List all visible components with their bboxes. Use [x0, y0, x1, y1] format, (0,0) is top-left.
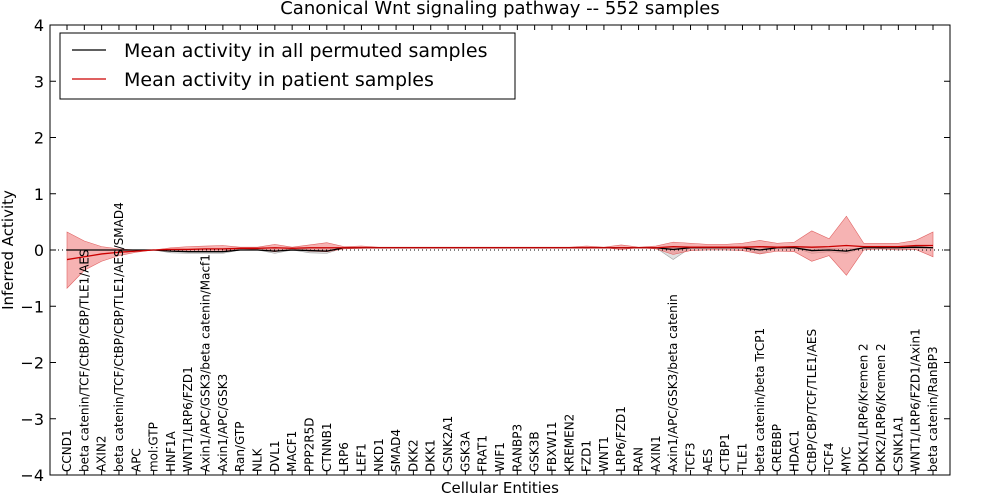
x-tick-label: WNT1/LRP6/FZD1/Axin1: [909, 328, 923, 472]
x-tick-label: NLK: [251, 447, 265, 472]
x-tick-label: beta catenin/RanBP3: [926, 346, 940, 472]
x-tick-label: AES: [701, 449, 715, 472]
x-tick-label: CtBP/CBP/TCF/TLE1/AES: [805, 329, 819, 472]
y-tick-label: 0: [34, 241, 44, 260]
series-lines: [66, 244, 934, 261]
x-tick-label: TLE1: [735, 443, 749, 473]
y-tick-label: 4: [34, 16, 44, 35]
y-axis-title: Inferred Activity: [0, 190, 17, 310]
legend-label-permuted: Mean activity in all permuted samples: [124, 40, 487, 62]
x-tick-label: CTBP1: [718, 433, 732, 472]
x-tick-label: WIF1: [493, 442, 507, 472]
x-tick-label: GSK3A: [458, 431, 472, 472]
x-tick-label: RAN: [632, 447, 646, 472]
x-tick-label: TCF4: [822, 442, 836, 473]
x-tick-label: beta catenin/TCF/CtBP/CBP/TLE1/AES/SMAD4: [112, 202, 126, 472]
x-tick-label: DKK2/LRP6/Kremen 2: [874, 343, 888, 472]
x-tick-label: MYC: [839, 447, 853, 472]
x-tick-label: CREBBP: [770, 424, 784, 472]
x-axis: CCND1 beta catenin/TCF/CtBP/CBP/TLE1/AES A…: [60, 25, 940, 475]
x-tick-label: AXIN2: [95, 435, 109, 472]
x-tick-label: Axin1/APC/GSK3/beta catenin: [666, 294, 680, 472]
x-tick-label: HDAC1: [787, 430, 801, 472]
legend-box: [59, 32, 516, 100]
x-tick-label: WNT1/LRP6/FZD1: [181, 366, 195, 472]
x-tick-label: PPP2R5D: [302, 417, 316, 472]
x-tick-label: beta catenin/TCF/CtBP/CBP/TLE1/AES: [77, 249, 91, 472]
y-axis: −4 −3 −2 −1 0 1 2 3 4: [20, 16, 950, 485]
x-tick-label: Ran/GTP: [233, 421, 247, 472]
x-tick-label: CSNK1A1: [891, 416, 905, 472]
x-tick-label: beta catenin/beta TrCP1: [753, 328, 767, 472]
x-tick-label: WNT1: [597, 436, 611, 472]
band-patient: [66, 215, 934, 289]
x-tick-label: CSNK2A1: [441, 416, 455, 472]
x-tick-label: APC: [129, 448, 143, 472]
x-tick-label: Axin1/APC/GSK3: [216, 374, 230, 472]
legend: Mean activity in all permuted samples Me…: [59, 32, 516, 100]
x-tick-label: LRP6/FZD1: [614, 406, 628, 472]
x-tick-label: CTNNB1: [320, 422, 334, 472]
x-tick-label: DKK1: [424, 439, 438, 472]
x-tick-label: MACF1: [285, 431, 299, 472]
x-tick-label: DKK2: [406, 439, 420, 472]
x-tick-label: FRAT1: [476, 435, 490, 472]
legend-label-patient: Mean activity in patient samples: [124, 69, 434, 91]
chart-title: Canonical Wnt signaling pathway -- 552 s…: [280, 0, 720, 19]
y-tick-label: −3: [20, 410, 44, 429]
y-tick-label: −2: [20, 354, 44, 373]
x-tick-label: SMAD4: [389, 429, 403, 472]
x-tick-label: DVL1: [268, 440, 282, 472]
x-tick-label: mol:GTP: [147, 422, 161, 472]
x-tick-label: CCND1: [60, 429, 74, 472]
y-tick-label: −4: [20, 466, 44, 485]
x-tick-label: TCF3: [684, 442, 698, 473]
x-tick-label: DKK1/LRP6/Kremen 2: [857, 343, 871, 472]
x-tick-label: Axin1/APC/GSK3/beta catenin/Macf1: [199, 254, 213, 472]
x-tick-label: KREMEN2: [562, 414, 576, 472]
series-line-patient: [66, 244, 933, 261]
x-tick-label: NKD1: [372, 438, 386, 472]
x-tick-label: FZD1: [580, 440, 594, 472]
x-tick-label: LEF1: [354, 443, 368, 472]
x-tick-label: RANBP3: [510, 424, 524, 472]
y-tick-label: 1: [34, 185, 44, 204]
x-tick-label: LRP6: [337, 442, 351, 472]
x-tick-label: AXIN1: [649, 435, 663, 472]
x-tick-label: HNF1A: [164, 430, 178, 472]
y-tick-label: 3: [34, 72, 44, 91]
x-tick-label: FBXW11: [545, 422, 559, 473]
y-tick-label: 2: [34, 129, 44, 148]
x-axis-title: Cellular Entities: [441, 479, 559, 497]
y-tick-label: −1: [20, 297, 44, 316]
x-tick-label: GSK3B: [528, 431, 542, 472]
